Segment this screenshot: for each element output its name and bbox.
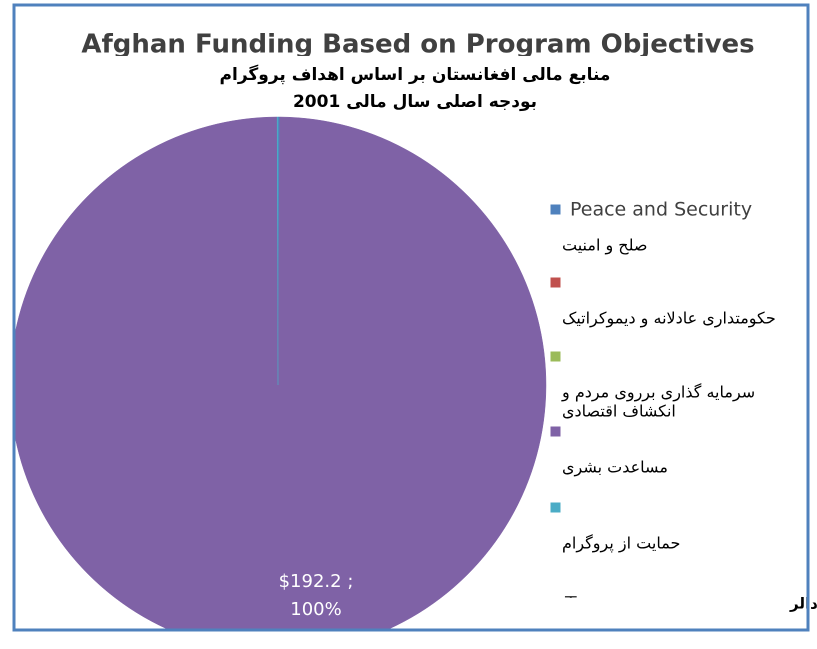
legend-label: حکومتداری عادلانه و دیموکراتیک <box>562 309 776 329</box>
legend-label: مساعدت بشری <box>562 458 668 478</box>
pie-slice <box>276 116 279 386</box>
data-label-line: $192.2 ; <box>279 571 354 592</box>
frame <box>12 3 810 632</box>
legend-marker <box>549 350 562 363</box>
legend-marker <box>549 203 562 216</box>
pie-slice <box>15 116 547 629</box>
legend-label: صلح و امنیت <box>562 236 648 256</box>
chart-title: Afghan Funding Based on Program Objectiv… <box>81 30 754 60</box>
subtitle: بودجه اصلی سال مالی 2001 <box>293 92 537 112</box>
data-label-line: 100% <box>290 599 341 620</box>
legend: Peace and Security صلح و امنیت حکومتداری ع… <box>549 199 776 554</box>
total-label: مجموع: 192.5 ملیون دالر <box>789 595 817 613</box>
legend-marker <box>549 501 562 514</box>
pie: $192.2 ; 100% <box>15 116 547 629</box>
legend-label: سرمایه گذاری برروی مردم و <box>561 383 755 403</box>
text-mask <box>556 598 806 628</box>
legend-label: Peace and Security <box>570 199 752 221</box>
title-mask <box>100 56 740 116</box>
subtitle: منابع مالی افغانستان بر اساس اهداف پروگر… <box>220 64 611 85</box>
data-label: $192.2 ; 100% <box>279 571 354 620</box>
legend-label: انکشاف اقتصادی <box>562 402 676 421</box>
legend-marker <box>549 276 562 289</box>
legend-marker <box>549 425 562 438</box>
legend-label: حمایت از پروگرام <box>562 534 680 554</box>
